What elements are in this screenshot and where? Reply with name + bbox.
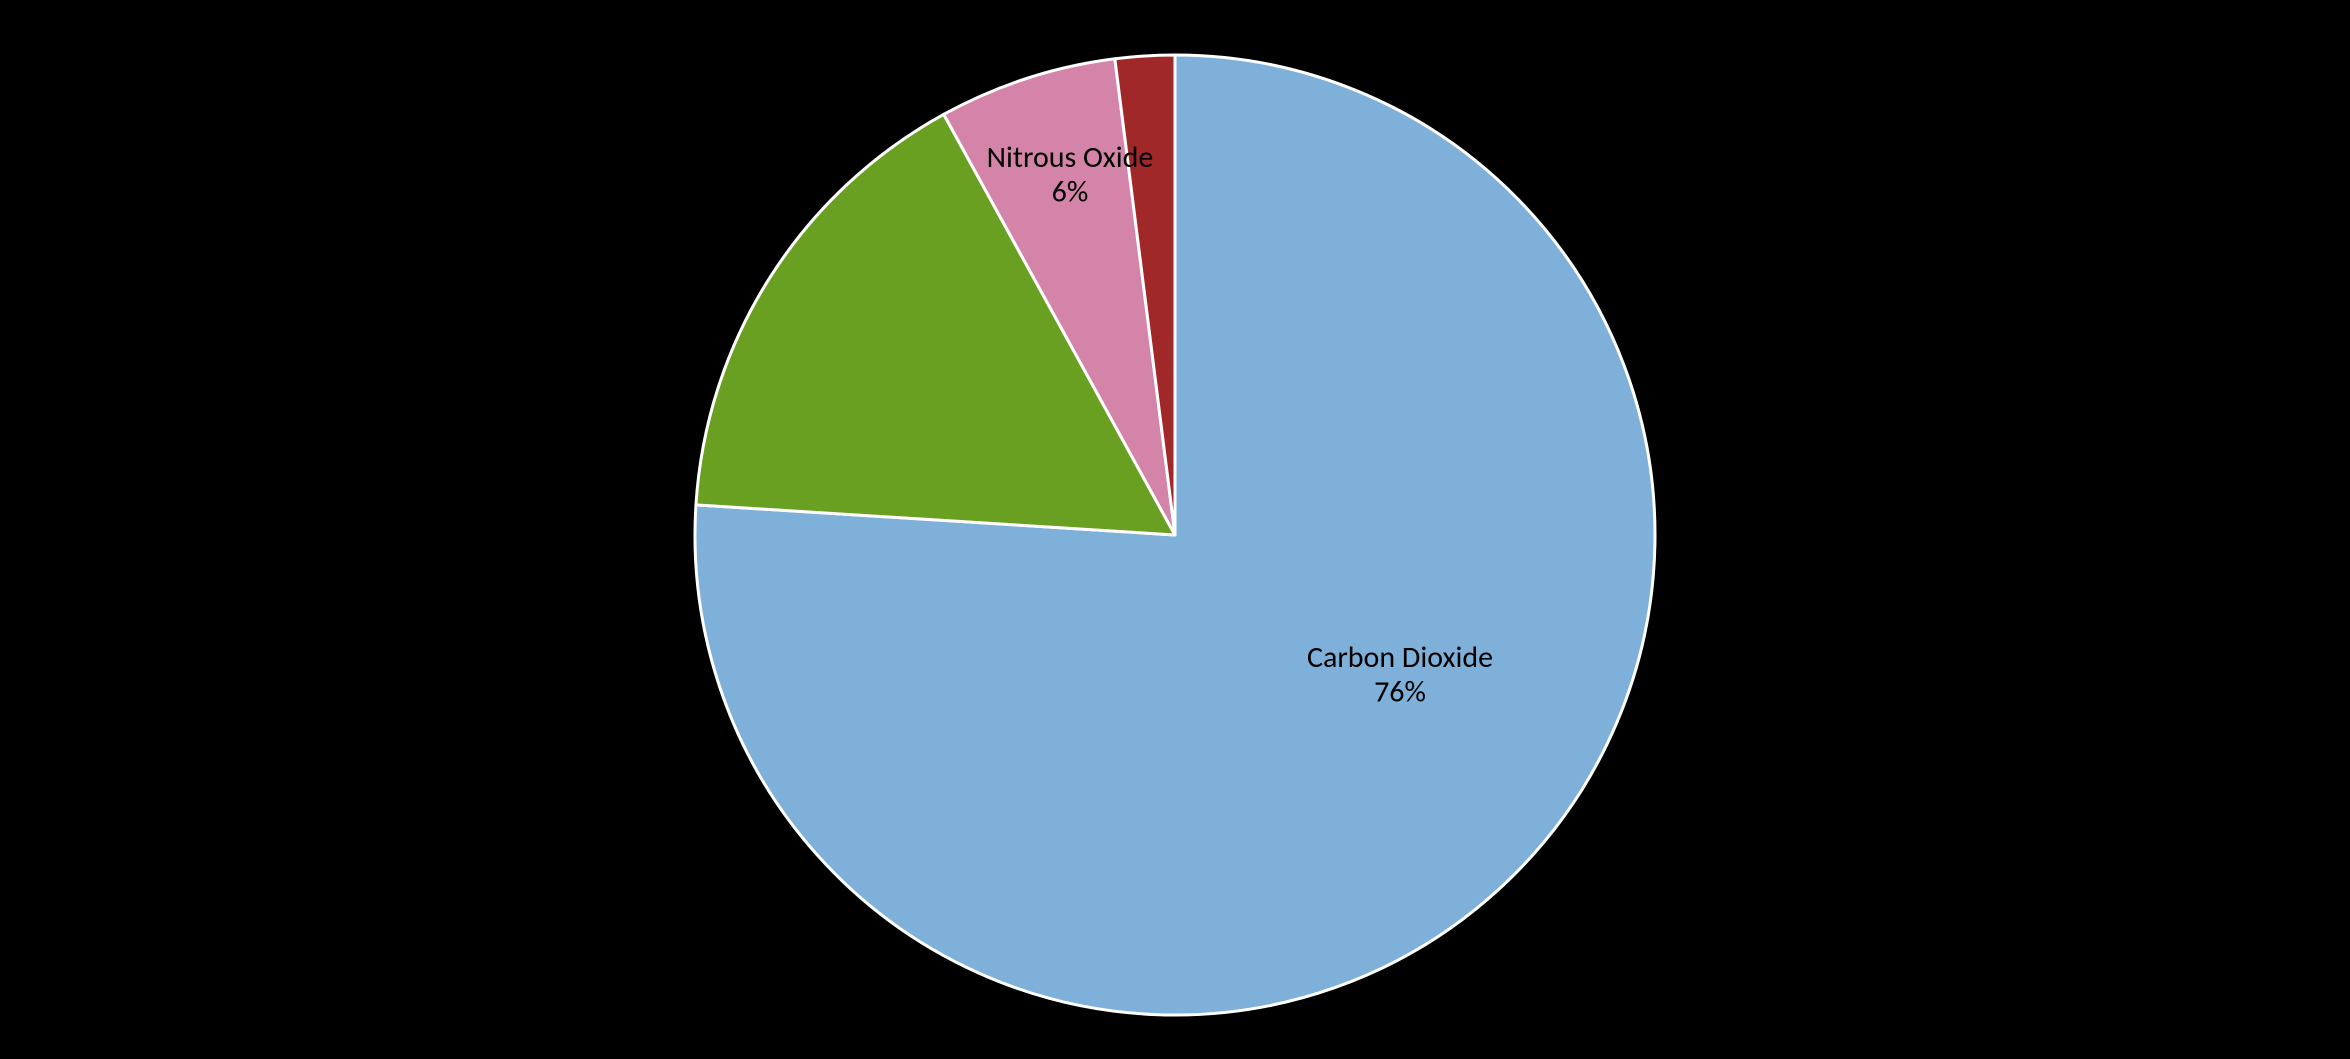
pie-label-name: Carbon Dioxide <box>1307 639 1493 676</box>
pie-chart-container: Carbon Dioxide76% Nitrous Oxide6% <box>0 0 2350 1059</box>
pie-chart-svg: Carbon Dioxide76% Nitrous Oxide6% <box>0 0 2350 1059</box>
pie-label-percent: 76% <box>1374 674 1426 711</box>
pie-slices-group <box>695 55 1655 1015</box>
pie-label-percent: 6% <box>1052 174 1089 211</box>
pie-label-name: Nitrous Oxide <box>987 139 1154 176</box>
